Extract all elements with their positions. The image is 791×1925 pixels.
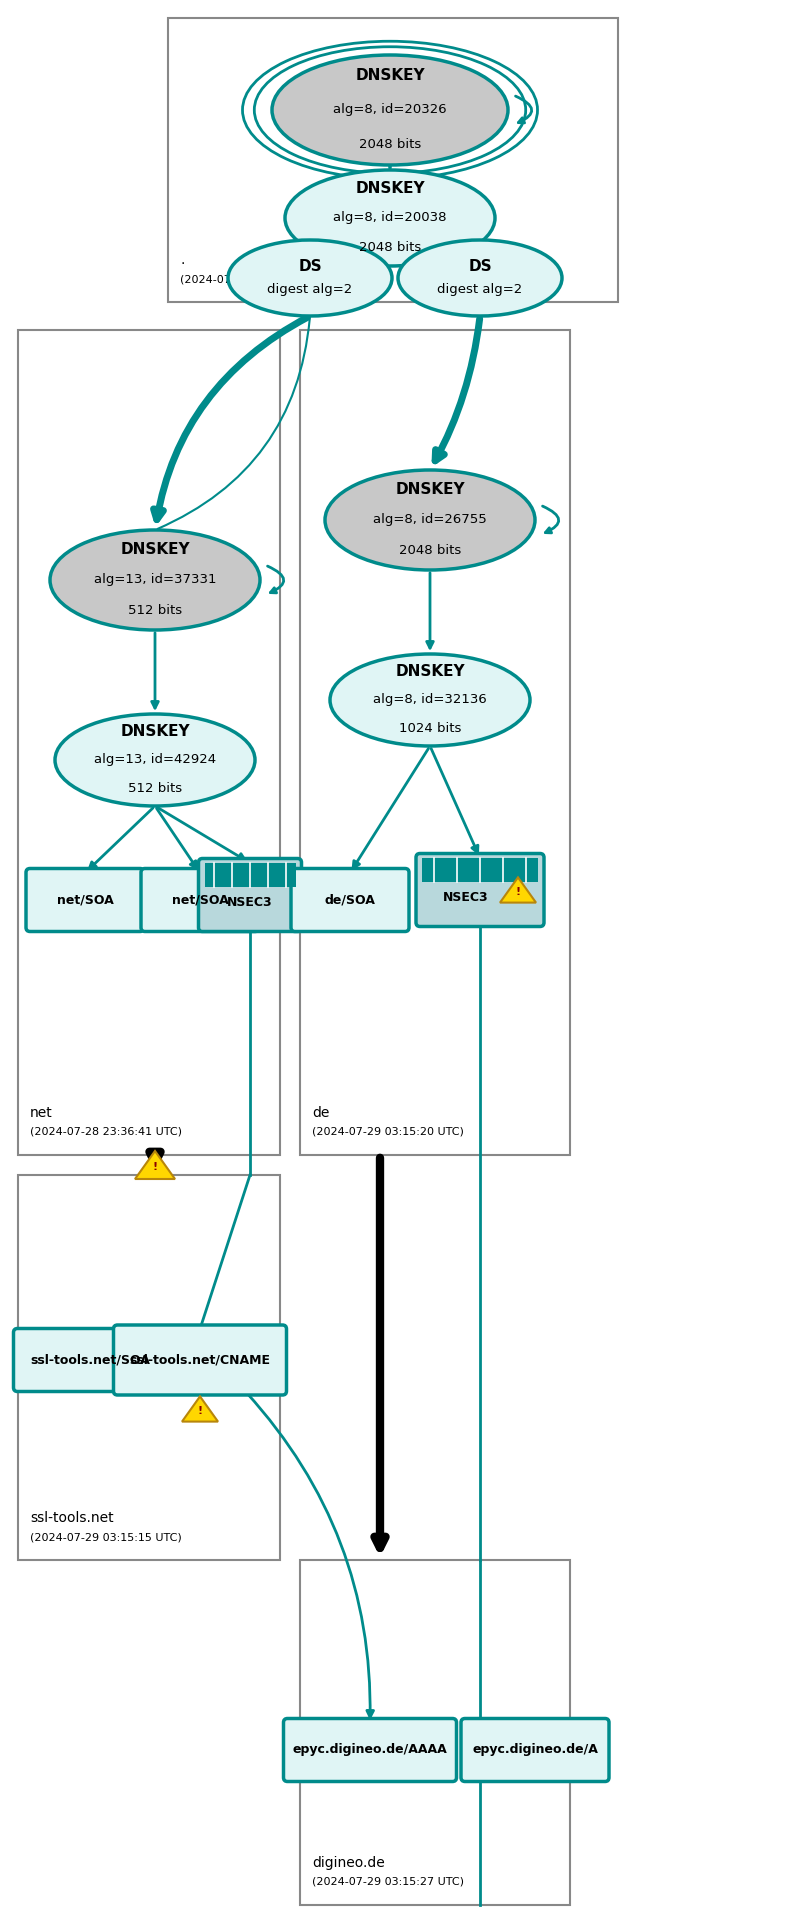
Text: alg=13, id=42924: alg=13, id=42924 <box>94 753 216 766</box>
Ellipse shape <box>272 56 508 166</box>
Text: DNSKEY: DNSKEY <box>355 181 425 196</box>
FancyBboxPatch shape <box>199 859 301 932</box>
Text: (2024-07-29 03:15:15 UTC): (2024-07-29 03:15:15 UTC) <box>30 1532 182 1542</box>
Bar <box>422 857 538 882</box>
Text: 2048 bits: 2048 bits <box>359 137 421 150</box>
FancyBboxPatch shape <box>461 1719 609 1781</box>
Text: net/SOA: net/SOA <box>172 893 229 907</box>
Text: DS: DS <box>468 258 492 273</box>
Text: 512 bits: 512 bits <box>128 782 182 795</box>
FancyBboxPatch shape <box>291 868 409 932</box>
Text: de/SOA: de/SOA <box>324 893 376 907</box>
Text: ssl-tools.net/SOA: ssl-tools.net/SOA <box>30 1353 150 1367</box>
Text: ssl-tools.net/CNAME: ssl-tools.net/CNAME <box>130 1353 271 1367</box>
Text: DNSKEY: DNSKEY <box>396 664 465 680</box>
FancyBboxPatch shape <box>113 1324 286 1396</box>
Ellipse shape <box>325 470 535 570</box>
Text: (2024-07-29 03:15:20 UTC): (2024-07-29 03:15:20 UTC) <box>312 1126 464 1138</box>
Text: DS: DS <box>298 258 322 273</box>
Text: net/SOA: net/SOA <box>57 893 113 907</box>
Text: NSEC3: NSEC3 <box>227 897 273 909</box>
Text: 2048 bits: 2048 bits <box>399 545 461 558</box>
Text: alg=8, id=26755: alg=8, id=26755 <box>373 514 487 527</box>
Polygon shape <box>135 1151 175 1178</box>
Text: DNSKEY: DNSKEY <box>120 724 190 739</box>
Text: 1024 bits: 1024 bits <box>399 722 461 735</box>
Text: 2048 bits: 2048 bits <box>359 241 421 254</box>
FancyBboxPatch shape <box>283 1719 456 1781</box>
Text: alg=8, id=20326: alg=8, id=20326 <box>333 104 447 117</box>
Text: ssl-tools.net: ssl-tools.net <box>30 1511 114 1525</box>
Text: NSEC3: NSEC3 <box>443 891 488 905</box>
Text: de: de <box>312 1107 329 1120</box>
Bar <box>300 1559 570 1906</box>
Text: alg=8, id=32136: alg=8, id=32136 <box>373 693 487 706</box>
FancyBboxPatch shape <box>13 1328 166 1392</box>
Ellipse shape <box>285 169 495 266</box>
Text: DNSKEY: DNSKEY <box>355 69 425 83</box>
Bar <box>18 1174 280 1559</box>
FancyBboxPatch shape <box>416 853 544 926</box>
Text: (2024-07-28 23:36:03 UTC): (2024-07-28 23:36:03 UTC) <box>180 273 332 285</box>
Bar <box>168 17 618 302</box>
Bar <box>18 329 280 1155</box>
Ellipse shape <box>50 529 260 629</box>
Text: alg=8, id=20038: alg=8, id=20038 <box>333 212 447 225</box>
Text: (2024-07-29 03:15:27 UTC): (2024-07-29 03:15:27 UTC) <box>312 1877 464 1886</box>
Text: alg=13, id=37331: alg=13, id=37331 <box>94 574 216 587</box>
Text: epyc.digineo.de/A: epyc.digineo.de/A <box>472 1744 598 1756</box>
Text: epyc.digineo.de/AAAA: epyc.digineo.de/AAAA <box>293 1744 448 1756</box>
Ellipse shape <box>398 241 562 316</box>
Text: 512 bits: 512 bits <box>128 604 182 618</box>
Polygon shape <box>500 878 536 903</box>
Bar <box>300 329 570 1155</box>
Text: digest alg=2: digest alg=2 <box>437 283 523 296</box>
FancyBboxPatch shape <box>26 868 144 932</box>
FancyBboxPatch shape <box>141 868 259 932</box>
Ellipse shape <box>55 714 255 807</box>
Text: digest alg=2: digest alg=2 <box>267 283 353 296</box>
Text: !: ! <box>198 1405 202 1415</box>
Text: .: . <box>180 252 184 268</box>
Ellipse shape <box>330 654 530 747</box>
Text: !: ! <box>153 1163 157 1172</box>
Text: (2024-07-28 23:36:41 UTC): (2024-07-28 23:36:41 UTC) <box>30 1126 182 1138</box>
Polygon shape <box>182 1396 218 1421</box>
Text: DNSKEY: DNSKEY <box>120 541 190 556</box>
Text: net: net <box>30 1107 53 1120</box>
Text: !: ! <box>516 887 520 897</box>
Ellipse shape <box>228 241 392 316</box>
Text: digineo.de: digineo.de <box>312 1856 384 1869</box>
Text: DNSKEY: DNSKEY <box>396 481 465 497</box>
Bar <box>205 862 296 887</box>
